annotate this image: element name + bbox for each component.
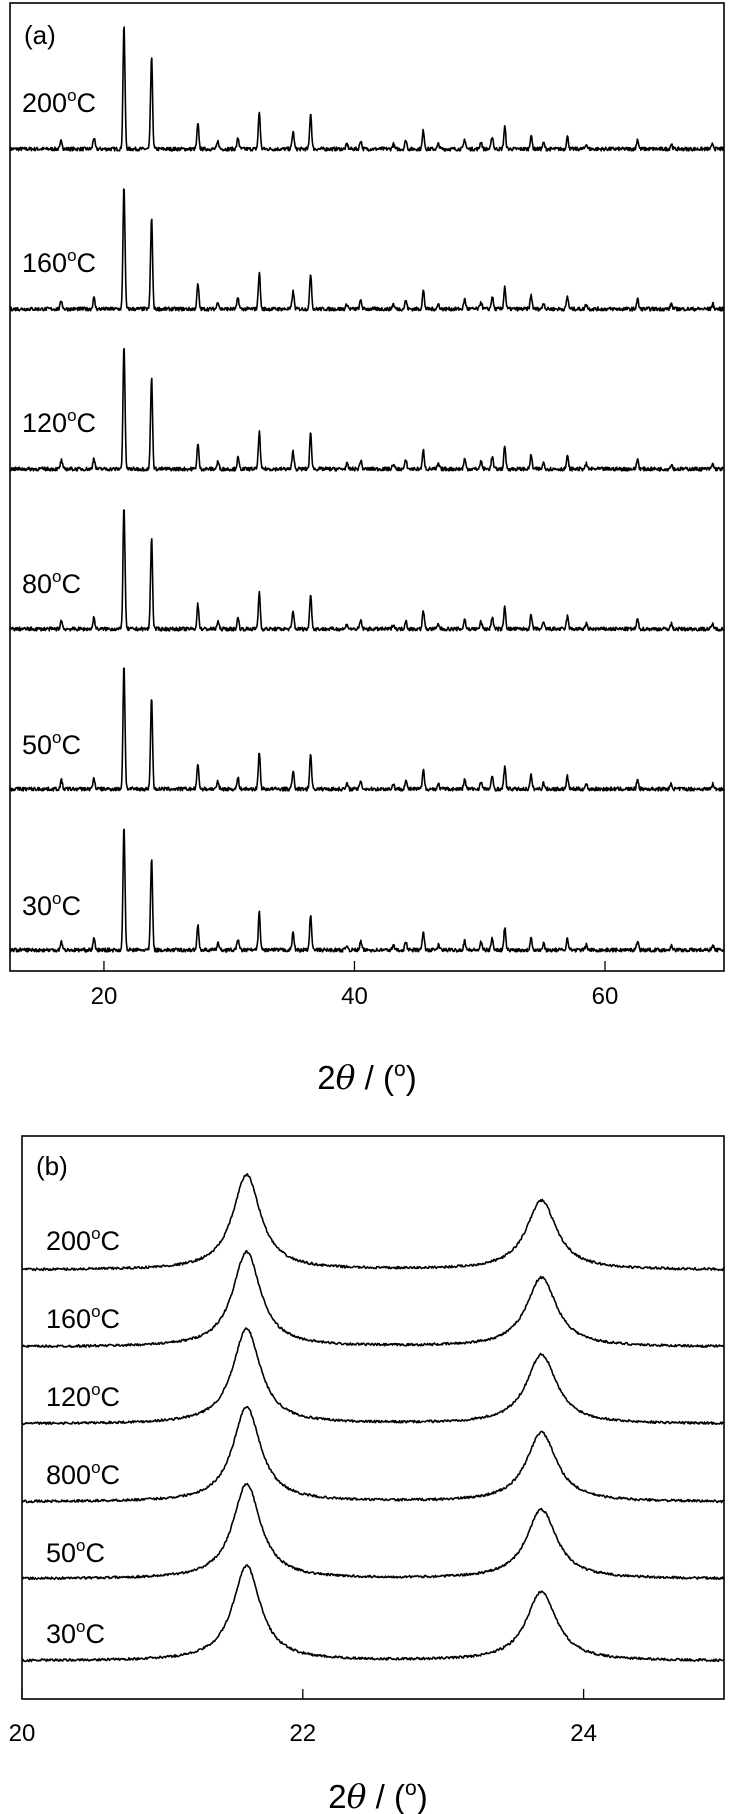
panel-b-x-ticks: 20 22 24 — [9, 1689, 597, 1747]
series-label-b-0: 200oC — [46, 1224, 120, 1256]
x-tick-label-20: 20 — [9, 1720, 36, 1747]
trace-b-4 — [21, 1482, 725, 1581]
trace-a-0 — [9, 26, 725, 152]
trace-b-3 — [21, 1405, 725, 1504]
trace-b-0 — [21, 1173, 725, 1272]
panel-a: (a) 200oC 160oC 120oC 80oC 50oC 30oC 20 40 60 2… — [9, 2, 725, 1097]
series-label-a-5: 30oC — [22, 889, 81, 921]
panel-b-frame — [21, 1135, 725, 1700]
series-label-a-1: 160oC — [22, 246, 96, 278]
panel-a-x-ticks: 20 40 60 — [91, 961, 619, 1010]
series-label-a-2: 120oC — [22, 406, 96, 438]
panel-a-x-axis-label: 2θ / (o) — [317, 1058, 416, 1097]
series-label-a-0: 200oC — [22, 86, 96, 118]
trace-a-2 — [9, 347, 725, 472]
series-label-b-3: 800oC — [46, 1458, 120, 1490]
panel-a-label: (a) — [24, 20, 56, 50]
x-tick-label-24: 24 — [570, 1720, 597, 1747]
trace-a-1 — [9, 188, 725, 312]
series-label-b-4: 50oC — [46, 1536, 105, 1568]
trace-a-4 — [9, 667, 725, 792]
series-label-b-1: 160oC — [46, 1302, 120, 1334]
panel-b-x-axis-label: 2θ / (o) — [328, 1777, 427, 1814]
x-tick-label-22: 22 — [289, 1720, 316, 1747]
panel-a-frame — [9, 2, 725, 972]
x-tick-label-20: 20 — [91, 983, 118, 1010]
panel-b-traces — [21, 1173, 725, 1663]
panel-b-series-labels: 200oC 160oC 120oC 800oC 50oC 30oC — [46, 1224, 120, 1649]
trace-a-3 — [9, 509, 725, 632]
series-label-b-2: 120oC — [46, 1380, 120, 1412]
series-label-b-5: 30oC — [46, 1617, 105, 1649]
trace-a-5 — [9, 828, 725, 953]
series-label-a-4: 50oC — [22, 728, 81, 760]
series-label-a-3: 80oC — [22, 567, 81, 599]
x-tick-label-60: 60 — [592, 983, 619, 1010]
panel-a-series-labels: 200oC 160oC 120oC 80oC 50oC 30oC — [22, 86, 96, 921]
panel-a-traces — [9, 26, 725, 953]
trace-b-1 — [21, 1249, 725, 1348]
trace-b-5 — [21, 1564, 725, 1663]
panel-b-label: (b) — [36, 1151, 68, 1181]
trace-b-2 — [21, 1327, 725, 1426]
x-tick-label-40: 40 — [341, 983, 368, 1010]
